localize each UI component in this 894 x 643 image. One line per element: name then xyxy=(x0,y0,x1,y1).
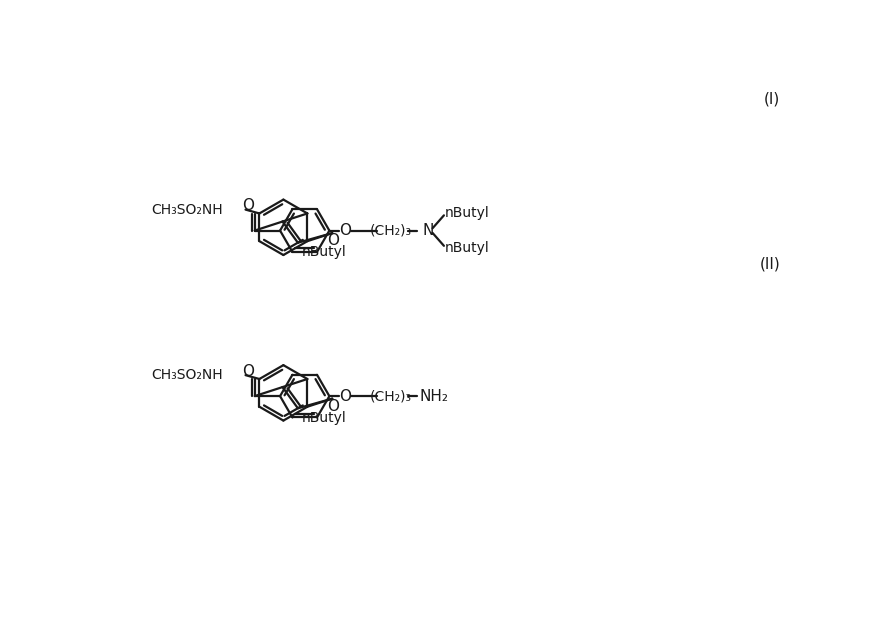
Text: (CH₂)₃: (CH₂)₃ xyxy=(370,389,412,403)
Text: O: O xyxy=(339,388,350,404)
Text: nButyl: nButyl xyxy=(301,410,347,424)
Text: O: O xyxy=(242,364,255,379)
Text: nButyl: nButyl xyxy=(444,206,489,220)
Text: (II): (II) xyxy=(759,257,780,272)
Text: O: O xyxy=(339,223,350,238)
Text: nButyl: nButyl xyxy=(444,241,489,255)
Text: (I): (I) xyxy=(763,91,780,106)
Text: (CH₂)₃: (CH₂)₃ xyxy=(370,224,412,237)
Text: N: N xyxy=(423,223,434,238)
Text: O: O xyxy=(242,199,255,213)
Text: O: O xyxy=(327,233,339,248)
Text: O: O xyxy=(327,399,339,414)
Text: nButyl: nButyl xyxy=(301,245,347,259)
Text: NH₂: NH₂ xyxy=(419,388,449,404)
Text: CH₃SO₂NH: CH₃SO₂NH xyxy=(151,203,223,217)
Text: CH₃SO₂NH: CH₃SO₂NH xyxy=(151,368,223,382)
